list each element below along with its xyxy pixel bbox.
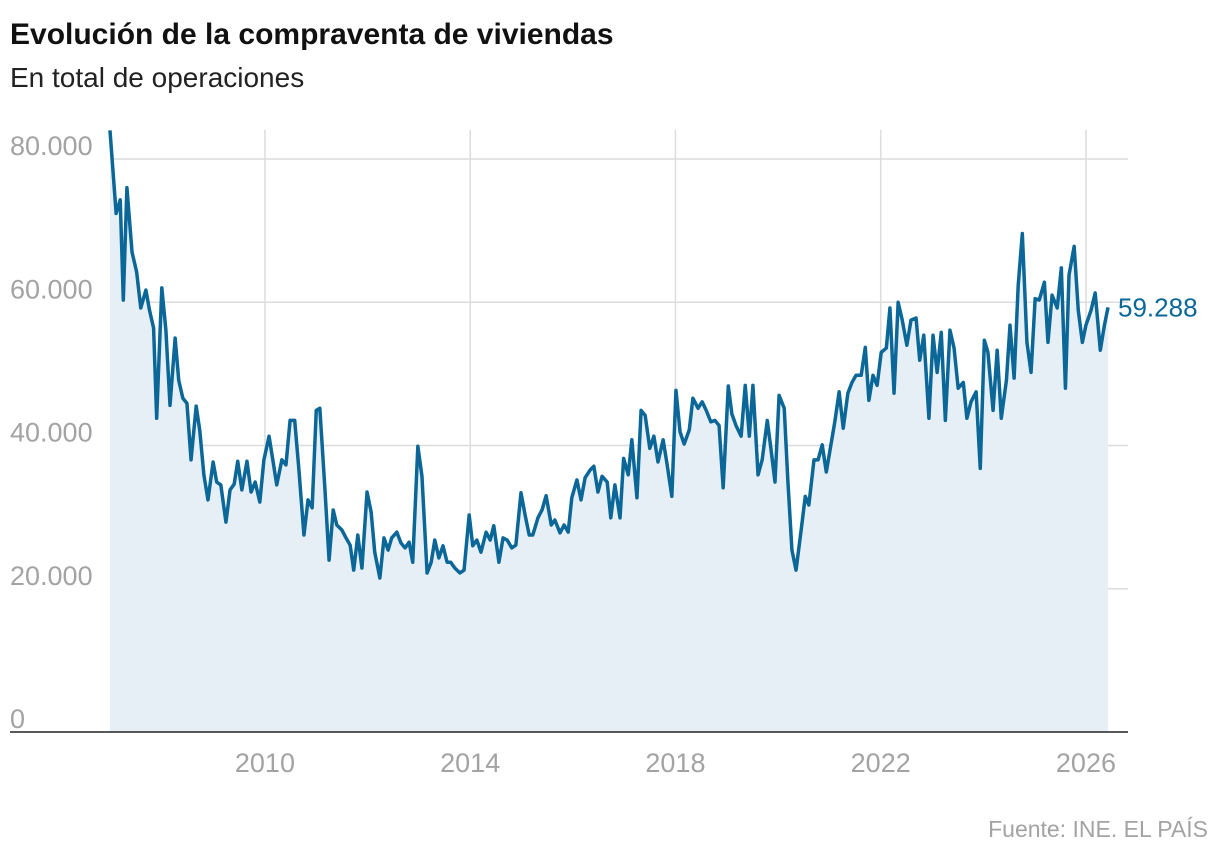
y-tick-label: 80.000 — [10, 131, 93, 161]
chart-subtitle: En total de operaciones — [10, 62, 304, 93]
x-tick-label: 2014 — [440, 748, 500, 778]
end-value-label: 59.288 — [1118, 292, 1198, 322]
y-tick-label: 60.000 — [10, 274, 93, 304]
line — [108, 130, 1110, 580]
y-tick-label: 0 — [10, 704, 25, 734]
x-tick-label: 2018 — [645, 748, 705, 778]
x-tick-label: 2026 — [1056, 748, 1116, 778]
y-tick-label: 40.000 — [10, 418, 93, 448]
area — [109, 130, 1109, 733]
labels: 0 20.000 40.000 60.000 80.000 2010 2014 2018 202… — [10, 131, 1198, 778]
chart-title: Evolución de la compraventa de viviendas — [10, 18, 614, 51]
plot-area — [108, 130, 1110, 733]
x-tick-label: 2022 — [851, 748, 911, 778]
y-tick-label: 20.000 — [10, 561, 93, 591]
source: Fuente: INE. EL PAÍS — [988, 816, 1208, 842]
x-tick-label: 2010 — [235, 748, 295, 778]
